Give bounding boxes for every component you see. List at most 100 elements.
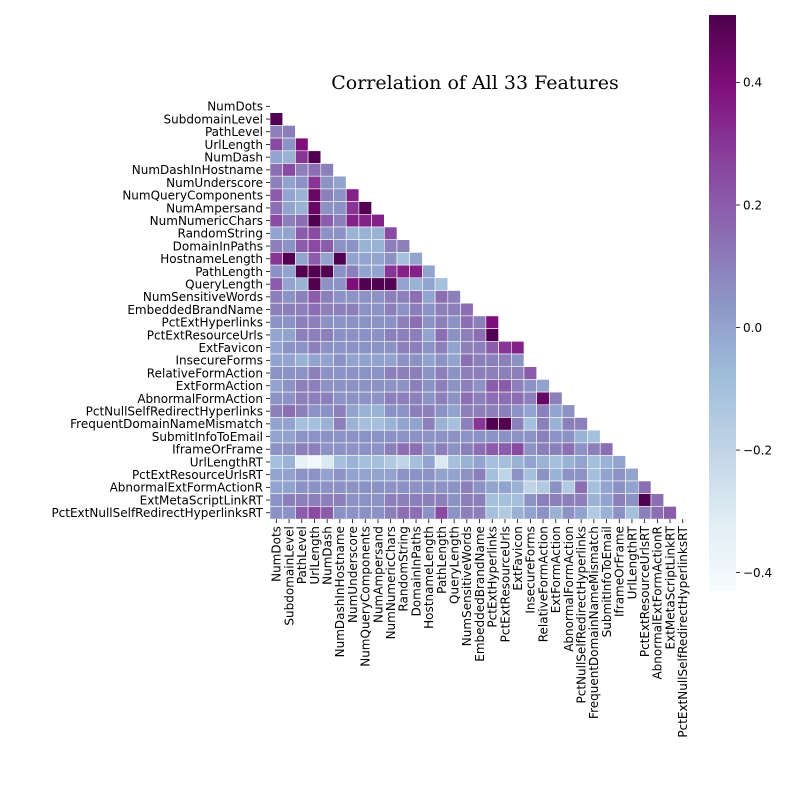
heatmap-cell (409, 264, 423, 279)
heatmap-cell (371, 226, 385, 240)
heatmap-cell (587, 480, 601, 494)
y-tick-label: PctNullSelfRedirectHyperlinks (86, 404, 263, 418)
heatmap-cell (333, 391, 347, 406)
heatmap-cell (345, 353, 360, 367)
heatmap-cell (409, 391, 423, 406)
heatmap-cell (422, 493, 436, 507)
heatmap-cell (333, 404, 347, 418)
heatmap-cell (434, 302, 449, 317)
heatmap-cell (320, 429, 334, 444)
heatmap-cell (358, 239, 372, 253)
heatmap-cell (295, 340, 309, 355)
heatmap-cell (320, 214, 334, 228)
heatmap-cell (460, 493, 474, 507)
heatmap-cell (587, 442, 601, 456)
heatmap-cell (269, 391, 283, 406)
heatmap-cell (371, 506, 385, 520)
heatmap-cell (295, 506, 309, 520)
heatmap-cell (396, 379, 410, 393)
heatmap-cell (447, 404, 461, 418)
heatmap-cell (663, 506, 677, 520)
heatmap-cell (358, 264, 372, 279)
heatmap-cell (333, 252, 347, 266)
heatmap-cell (333, 290, 347, 304)
colorbar-tick-label: −0.4 (743, 566, 772, 580)
heatmap-cell (295, 239, 309, 253)
heatmap-cell (625, 506, 639, 520)
heatmap-cell (358, 493, 372, 507)
colorbar-tick-label: 0.0 (743, 321, 762, 335)
heatmap-cell (282, 429, 296, 444)
heatmap-cell (396, 404, 410, 418)
heatmap-cell (510, 353, 525, 367)
heatmap-cell (307, 264, 322, 279)
heatmap-cell (282, 264, 296, 279)
heatmap-cell (409, 493, 423, 507)
heatmap-cell (295, 480, 309, 494)
heatmap-cell (625, 493, 639, 507)
heatmap-cell (612, 455, 626, 469)
heatmap-cell (282, 302, 296, 317)
heatmap-cell (269, 252, 283, 266)
y-tick-label: NumNumericChars (150, 214, 263, 228)
heatmap-cell (447, 506, 461, 520)
heatmap-cell (282, 163, 296, 177)
heatmap-cell (523, 493, 537, 507)
heatmap-cell (485, 467, 499, 482)
x-tick-label: NumQueryComponents (359, 526, 373, 667)
heatmap-cell (383, 493, 398, 507)
heatmap-cell (650, 506, 664, 520)
heatmap-cell (295, 163, 309, 177)
heatmap-cell (295, 366, 309, 380)
x-tick-label: NumDots (270, 526, 284, 582)
heatmap-cell (383, 506, 398, 520)
heatmap-cell (333, 277, 347, 291)
heatmap-cell (307, 417, 322, 431)
heatmap-cell (282, 379, 296, 393)
heatmap-cell (282, 467, 296, 482)
heatmap-cell (434, 277, 449, 291)
heatmap-cell (282, 455, 296, 469)
y-tick-label: QueryLength (185, 277, 263, 291)
heatmap-cell (485, 404, 499, 418)
heatmap-cell (358, 277, 372, 291)
heatmap-cell (498, 493, 512, 507)
heatmap-cell (383, 353, 398, 367)
heatmap-cell (422, 328, 436, 342)
heatmap-cell (599, 493, 614, 507)
heatmap-cell (498, 429, 512, 444)
heatmap-cell (587, 455, 601, 469)
heatmap-cell (269, 188, 283, 202)
heatmap-cell (371, 379, 385, 393)
heatmap-cell (358, 379, 372, 393)
heatmap-cell (409, 467, 423, 482)
x-tick-label: FrequentDomainNameMismatch (587, 526, 601, 719)
heatmap-cell (358, 455, 372, 469)
y-tick-label: DomainInPaths (173, 239, 263, 253)
heatmap-cell (333, 239, 347, 253)
heatmap-cell (371, 429, 385, 444)
heatmap-cell (295, 150, 309, 164)
y-tick-label: PathLevel (205, 125, 263, 139)
heatmap-cell (358, 417, 372, 431)
heatmap-cell (460, 353, 474, 367)
x-tick-label: NumDashInHostname (333, 526, 347, 657)
heatmap-cell (282, 239, 296, 253)
heatmap-cell (320, 404, 334, 418)
heatmap-cell (333, 366, 347, 380)
heatmap-cell (510, 429, 525, 444)
colorbar-tick-label: −0.2 (743, 443, 772, 457)
heatmap-cell (333, 379, 347, 393)
heatmap-cell (422, 417, 436, 431)
heatmap-cell (409, 315, 423, 329)
heatmap-cell (320, 353, 334, 367)
heatmap-cell (295, 493, 309, 507)
heatmap-cell (561, 429, 576, 444)
heatmap-cell (371, 455, 385, 469)
heatmap-cell (485, 315, 499, 329)
heatmap-cell (307, 302, 322, 317)
heatmap-cell (371, 264, 385, 279)
x-axis-ticks: NumDotsSubdomainLevelPathLevelUrlLengthN… (270, 519, 690, 738)
y-tick-label: RelativeFormAction (147, 366, 263, 380)
heatmap-cell (434, 455, 449, 469)
